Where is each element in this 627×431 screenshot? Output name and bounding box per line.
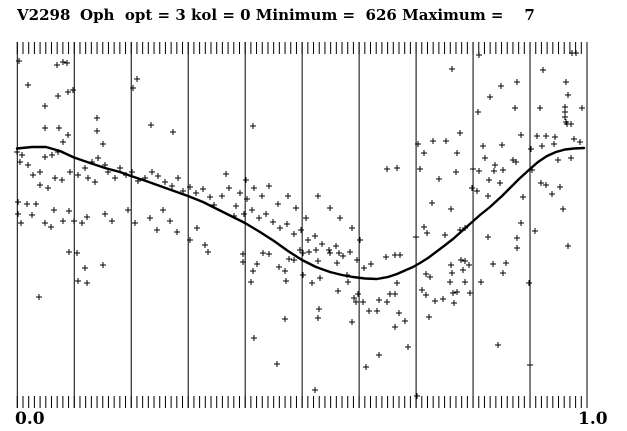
observation-markers — [14, 50, 585, 399]
x-axis-label-max: 1.0 — [578, 409, 608, 429]
x-axis-label-min: 0.0 — [15, 409, 45, 429]
star-designation: V2298 — [17, 6, 71, 24]
top-minor-ticks — [16, 42, 588, 54]
gridlines — [16, 42, 588, 408]
fitted-light-curve — [15, 145, 586, 281]
fit-curve — [15, 145, 586, 281]
title-parameters: Oph opt = 3 kol = 0 Minimum = 626 Maximu… — [80, 6, 535, 24]
axis-ticks — [16, 42, 588, 408]
bottom-minor-ticks — [16, 396, 588, 408]
plot-title: V2298 Oph opt = 3 kol = 0 Minimum = 626 … — [0, 6, 627, 28]
scatter-points — [14, 50, 585, 399]
